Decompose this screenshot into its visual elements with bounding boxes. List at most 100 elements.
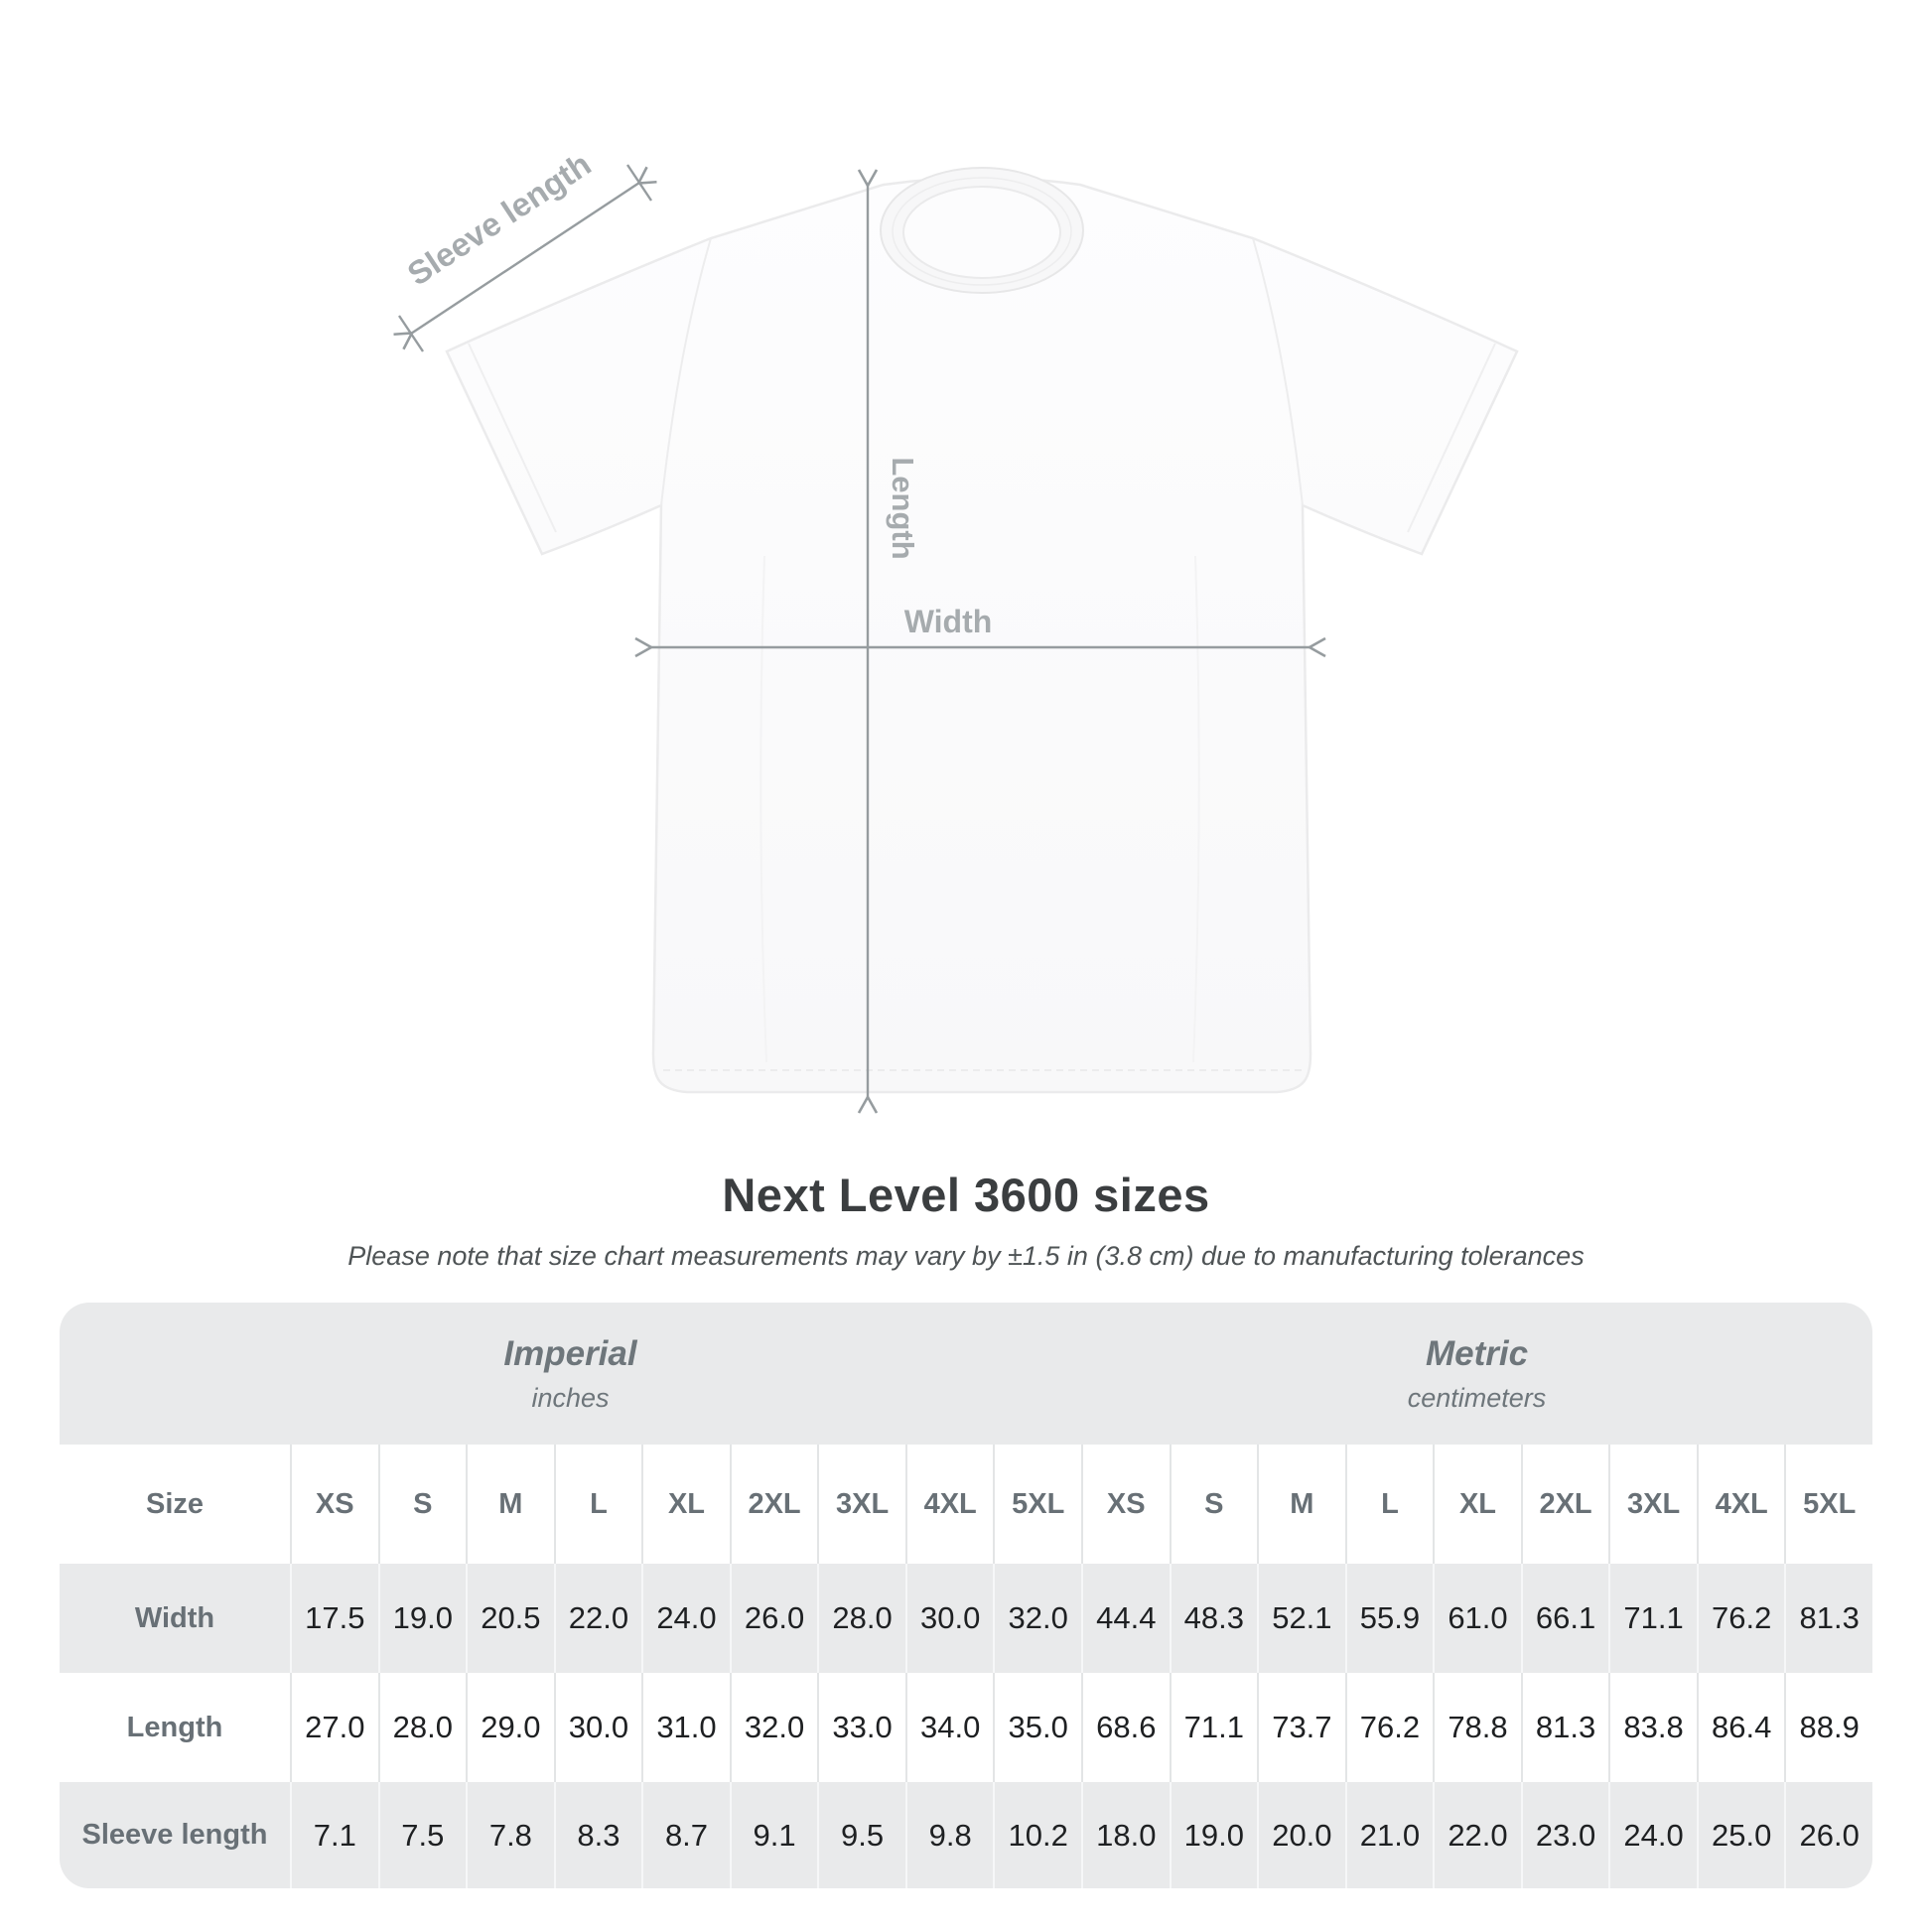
value-cell: 9.5 [817,1782,905,1888]
value-cell: 86.4 [1696,1673,1785,1782]
value-cell: 22.0 [1433,1782,1521,1888]
value-cell: 26.0 [729,1564,818,1673]
value-cell: 48.3 [1169,1564,1258,1673]
sleeve-arrow-tick [626,164,652,202]
value-cell: 23.0 [1520,1782,1609,1888]
size-header-metric: XL [1433,1445,1521,1564]
value-cell: 19.0 [377,1564,467,1673]
value-cell: 19.0 [1169,1782,1258,1888]
value-cell: 83.8 [1608,1673,1697,1782]
value-cell: 88.9 [1784,1673,1872,1782]
size-header-imperial: XL [641,1445,730,1564]
value-cell: 17.5 [290,1564,378,1673]
value-cell: 8.3 [553,1782,642,1888]
value-cell: 9.8 [904,1782,994,1888]
size-header-imperial: 4XL [904,1445,994,1564]
value-cell: 34.0 [904,1673,994,1782]
size-chart-table: Imperial inches Metric centimeters Size … [60,1303,1872,1888]
value-cell: 8.7 [641,1782,730,1888]
size-header-imperial: 3XL [817,1445,905,1564]
value-cell: 76.2 [1344,1673,1434,1782]
imperial-group-name: Imperial [503,1333,637,1373]
value-cell: 33.0 [817,1673,905,1782]
metric-group-name: Metric [1425,1333,1529,1373]
imperial-group-unit: inches [531,1382,610,1413]
unit-header-band: Imperial inches Metric centimeters [60,1303,1872,1445]
value-cell: 28.0 [377,1673,467,1782]
value-cell: 71.1 [1608,1564,1697,1673]
size-header-imperial: XS [290,1445,378,1564]
size-header-imperial: S [377,1445,467,1564]
value-cell: 73.7 [1257,1673,1345,1782]
size-header-metric: M [1257,1445,1345,1564]
table-row-width: Width 17.5 19.0 20.5 22.0 24.0 26.0 28.0… [60,1564,1872,1673]
value-cell: 81.3 [1784,1564,1872,1673]
size-header-metric: L [1344,1445,1434,1564]
size-header-imperial: L [553,1445,642,1564]
size-header-metric: XS [1081,1445,1170,1564]
value-cell: 81.3 [1520,1673,1609,1782]
value-cell: 30.0 [553,1673,642,1782]
value-cell: 61.0 [1433,1564,1521,1673]
value-cell: 21.0 [1344,1782,1434,1888]
size-header-metric: S [1169,1445,1258,1564]
value-cell: 55.9 [1344,1564,1434,1673]
size-header-imperial: 2XL [729,1445,818,1564]
page-title: Next Level 3600 sizes [722,1169,1210,1221]
value-cell: 18.0 [1081,1782,1170,1888]
value-cell: 52.1 [1257,1564,1345,1673]
imperial-group-header: Imperial inches [60,1303,1081,1445]
sleeve-length-label: Sleeve length [401,145,598,292]
value-cell: 27.0 [290,1673,378,1782]
row-label: Length [126,1711,223,1743]
value-cell: 32.0 [729,1673,818,1782]
value-cell: 26.0 [1784,1782,1872,1888]
metric-group-header: Metric centimeters [1081,1303,1872,1445]
metric-group-unit: centimeters [1407,1382,1547,1413]
row-label: Width [134,1601,215,1634]
value-cell: 71.1 [1169,1673,1258,1782]
value-cell: 66.1 [1520,1564,1609,1673]
value-cell: 31.0 [641,1673,730,1782]
value-cell: 28.0 [817,1564,905,1673]
value-cell: 68.6 [1081,1673,1170,1782]
value-cell: 9.1 [729,1782,818,1888]
measurement-annotations [393,164,1326,1114]
value-cell: 76.2 [1696,1564,1785,1673]
size-header-metric: 3XL [1608,1445,1697,1564]
sleeve-arrow-tick [398,315,424,352]
collar-graphic [880,167,1084,294]
value-cell: 7.1 [290,1782,378,1888]
value-cell: 32.0 [993,1564,1081,1673]
size-header-imperial: 5XL [993,1445,1081,1564]
value-cell: 10.2 [993,1782,1081,1888]
size-header-row: Size XS S M L XL 2XL 3XL 4XL 5XL XS S M … [60,1445,1872,1564]
tshirt-measurement-diagram: Sleeve length Length Width [393,145,1519,1114]
size-header-metric: 2XL [1520,1445,1609,1564]
size-header-imperial: M [466,1445,554,1564]
value-cell: 35.0 [993,1673,1081,1782]
width-label: Width [904,604,993,639]
table-row-length: Length 27.0 28.0 29.0 30.0 31.0 32.0 33.… [60,1673,1872,1782]
value-cell: 7.5 [377,1782,467,1888]
value-cell: 29.0 [466,1673,554,1782]
row-label: Sleeve length [81,1819,268,1851]
value-cell: 25.0 [1696,1782,1785,1888]
size-header-metric: 5XL [1784,1445,1872,1564]
value-cell: 44.4 [1081,1564,1170,1673]
size-column-header: Size [145,1487,205,1520]
value-cell: 30.0 [904,1564,994,1673]
table-row-sleeve-length: Sleeve length 7.1 7.5 7.8 8.3 8.7 9.1 9.… [60,1782,1872,1888]
value-cell: 78.8 [1433,1673,1521,1782]
value-cell: 7.8 [466,1782,554,1888]
value-cell: 24.0 [1608,1782,1697,1888]
length-label: Length [886,457,920,559]
tshirt-graphic [445,167,1519,1094]
value-cell: 22.0 [553,1564,642,1673]
value-cell: 24.0 [641,1564,730,1673]
value-cell: 20.0 [1257,1782,1345,1888]
sleeve-length-arrow [393,166,657,350]
size-header-metric: 4XL [1696,1445,1785,1564]
value-cell: 20.5 [466,1564,554,1673]
